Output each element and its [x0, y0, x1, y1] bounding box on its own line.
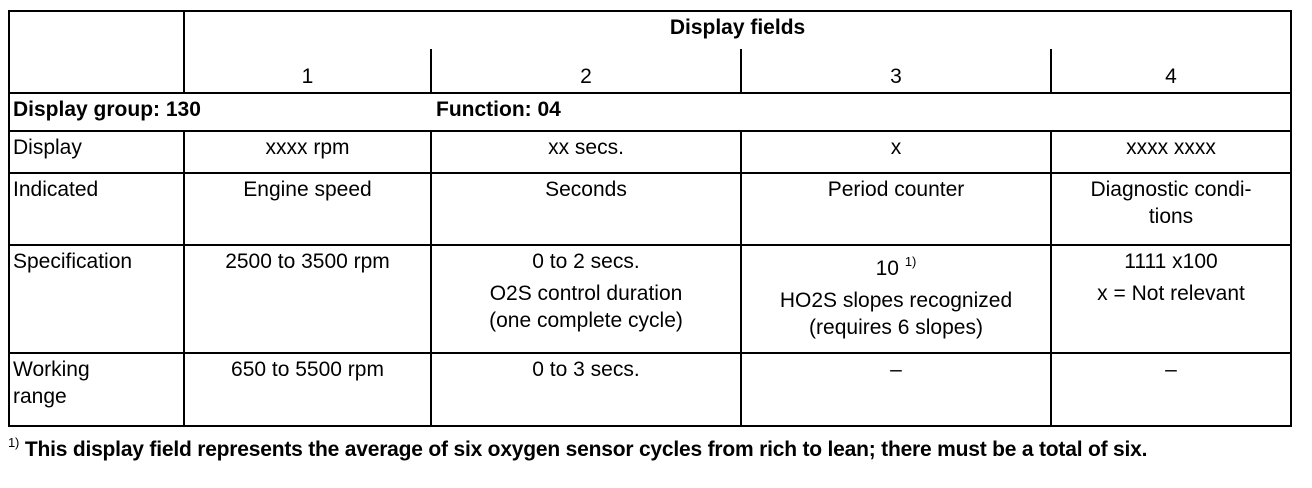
- cell: –: [1049, 352, 1293, 427]
- row-label: Indicated: [8, 172, 185, 246]
- cell: Engine speed: [183, 172, 432, 246]
- column-number: 1: [183, 49, 432, 94]
- cell-line: Diagnostic condi-: [1090, 178, 1252, 201]
- cell-line: x = Not relevant: [1097, 282, 1245, 305]
- cell: xxxx xxxx: [1049, 130, 1293, 174]
- cell: xxxx rpm: [183, 130, 432, 174]
- cell-line: O2S control duration: [489, 282, 683, 305]
- cell: Diagnostic condi-tions: [1049, 172, 1293, 246]
- group-function: Function: 04: [431, 92, 1293, 132]
- row-label: Working range: [8, 352, 185, 427]
- footnote-text: This display field represents the averag…: [24, 438, 1148, 461]
- cell: 1111 x100 x = Not relevant: [1049, 244, 1293, 354]
- row-label: Display: [8, 130, 185, 174]
- footnote: 1) This display field represents the ave…: [8, 430, 1290, 462]
- cell-value: 10: [875, 257, 899, 280]
- cell-line: (requires 6 slopes): [809, 316, 983, 339]
- group-label: Display group: 130: [8, 92, 431, 132]
- cell: –: [740, 352, 1052, 427]
- cell-line: 10 1): [748, 248, 1044, 282]
- cell: 2500 to 3500 rpm: [183, 244, 432, 354]
- column-number: 2: [430, 49, 742, 94]
- cell: Seconds: [430, 172, 742, 246]
- cell: Period counter: [740, 172, 1052, 246]
- cell: 10 1) HO2S slopes recognized (requires 6 s…: [740, 244, 1052, 354]
- cell: xx secs.: [430, 130, 742, 174]
- column-number: 3: [740, 49, 1052, 94]
- cell: 0 to 3 secs.: [430, 352, 742, 427]
- footnote-marker: 1): [8, 435, 20, 450]
- cell: x: [740, 130, 1052, 174]
- header-title: Display fields: [182, 10, 1293, 49]
- cell-line: (one complete cycle): [489, 309, 683, 332]
- row-label-text: Working range: [13, 358, 90, 408]
- page: Display fields 1 2 3 4 Display group: 13…: [8, 10, 1293, 462]
- footnote-ref: 1): [904, 254, 917, 269]
- cell: 650 to 5500 rpm: [183, 352, 432, 427]
- row-label: Specification: [8, 244, 185, 354]
- cell-line: tions: [1148, 205, 1194, 228]
- data-table: Display fields 1 2 3 4 Display group: 13…: [8, 10, 1293, 427]
- column-number: 4: [1049, 49, 1293, 94]
- cell-line: 1111 x100: [1124, 250, 1218, 273]
- corner-cell: [8, 10, 185, 94]
- cell-line: HO2S slopes recognized: [779, 289, 1013, 312]
- cell-line: 0 to 2 secs.: [532, 250, 640, 273]
- cell: 0 to 2 secs. O2S control duration (one com…: [430, 244, 742, 354]
